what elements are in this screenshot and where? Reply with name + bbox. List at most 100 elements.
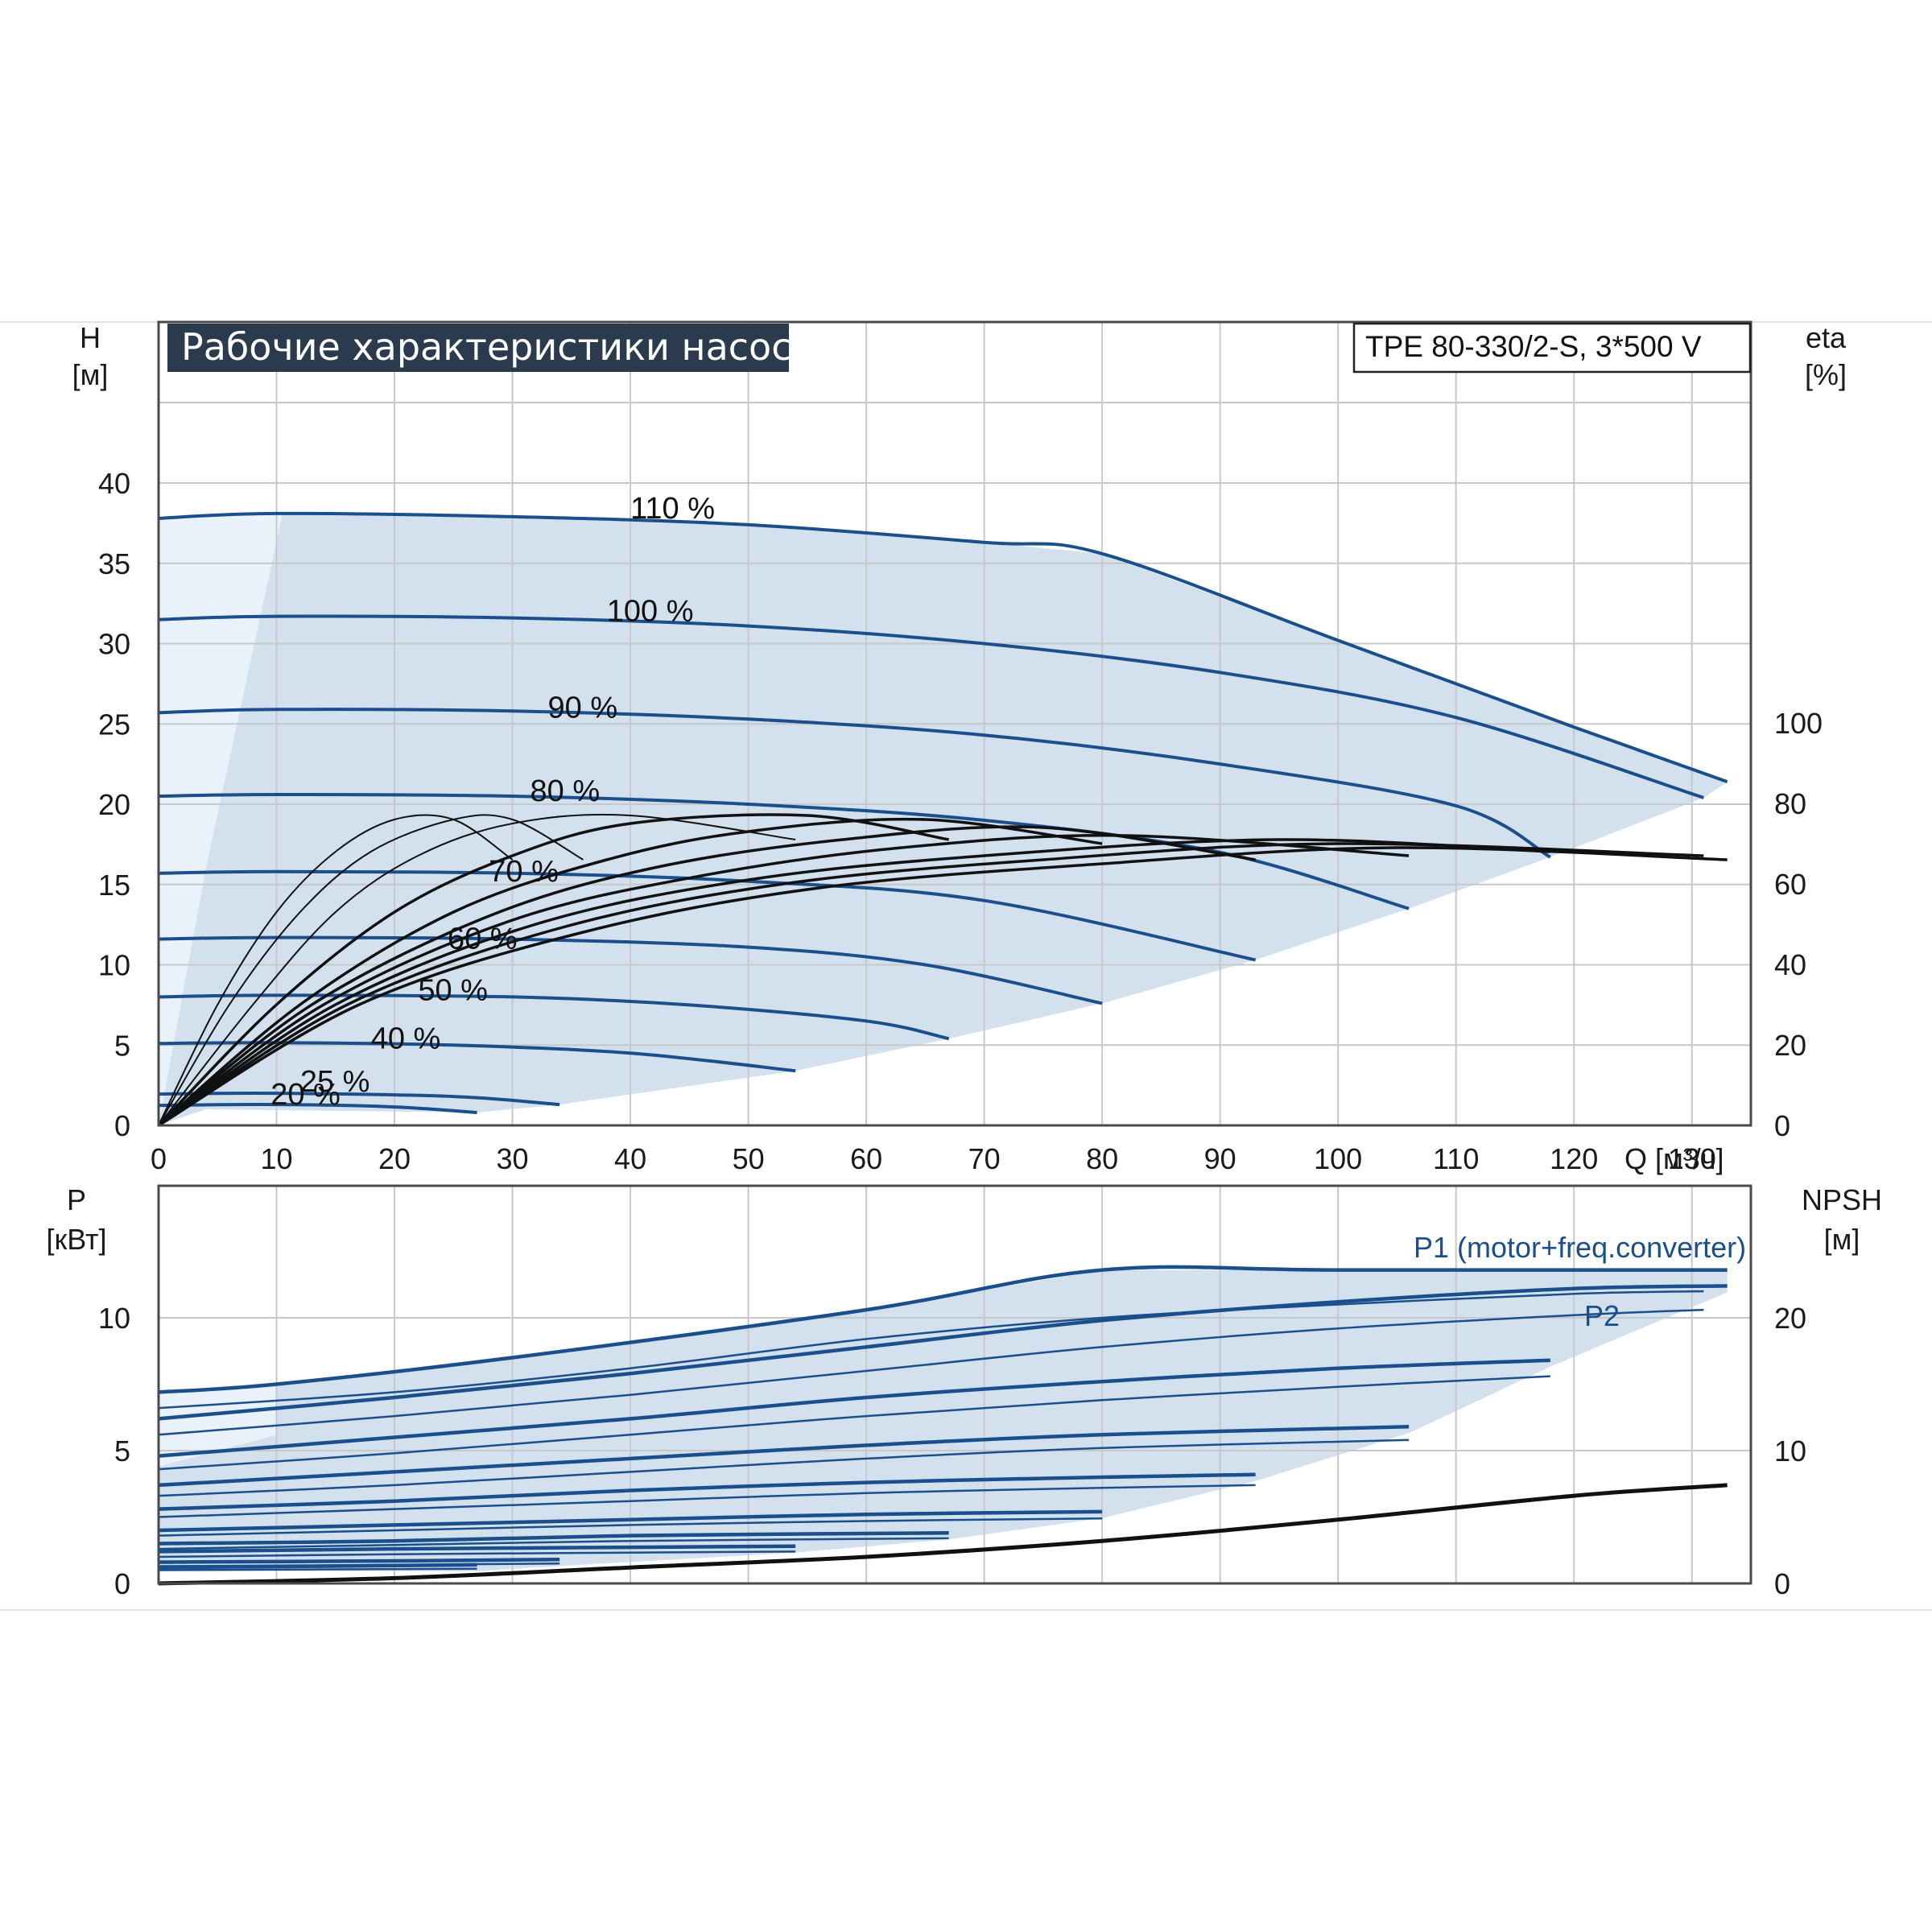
p2-curve-6 xyxy=(158,1537,949,1550)
y-right-tick-label: 0 xyxy=(1774,1109,1790,1142)
efficiency-curve-9 xyxy=(158,846,1728,1127)
head-curve-label: 110 % xyxy=(630,492,715,526)
p2-curve-7 xyxy=(158,1550,796,1558)
npsh-axis-unit: [м] xyxy=(1824,1223,1860,1256)
head-curve-4 xyxy=(158,869,1257,962)
x-axis-label: Q [м³/ч] xyxy=(1624,1142,1724,1175)
p2-curve-1 xyxy=(158,1308,1704,1436)
efficiency-curve-2 xyxy=(158,813,796,1126)
p2-curve-3 xyxy=(158,1439,1410,1497)
npsh-curve xyxy=(158,1483,1728,1586)
head-curve-label: 20 % xyxy=(270,1078,341,1112)
p1-curve-7 xyxy=(158,1544,796,1554)
efficiency-curve-8 xyxy=(158,842,1704,1127)
power-npsh-panel: 0 5 10 0 10 20 P [кВт] NPSH [м] P1 (motor+fr… xyxy=(46,1183,1882,1600)
y-right-tick-label: 20 xyxy=(1774,1029,1806,1062)
p-axis-label: P xyxy=(67,1183,86,1216)
npsh-axis-ticks: 0 10 20 xyxy=(1774,1302,1806,1600)
y-left-tick-label: 0 xyxy=(114,1109,130,1142)
y-left-tick-label: 35 xyxy=(98,547,130,580)
x-tick-label: 10 xyxy=(260,1142,292,1175)
x-tick-label: 130 xyxy=(1668,1142,1716,1175)
power-area xyxy=(159,1269,1728,1571)
p2-curve-2 xyxy=(158,1375,1550,1471)
npsh-tick-label: 0 xyxy=(1774,1567,1790,1600)
p1-curve-2 xyxy=(158,1358,1550,1458)
p1-curve-3 xyxy=(158,1425,1410,1488)
efficiency-curve-1 xyxy=(158,814,584,1126)
p1-curve-0 xyxy=(158,1265,1728,1394)
x-tick-label: 100 xyxy=(1314,1142,1362,1175)
head-curve-label: 40 % xyxy=(371,1022,441,1055)
x-tick-label: 110 xyxy=(1433,1142,1479,1175)
y-right-tick-label: 100 xyxy=(1774,707,1823,740)
x-tick-label: 40 xyxy=(614,1142,646,1175)
y-left-tick-label: 10 xyxy=(98,949,130,982)
efficiency-curve-3 xyxy=(157,813,949,1127)
head-curve-label: 80 % xyxy=(530,774,601,808)
p1-curve-5 xyxy=(158,1509,1103,1533)
bottom-grid xyxy=(159,1186,1751,1583)
head-curve-label: 90 % xyxy=(548,691,618,724)
head-curve-labels: 110 % 100 % 90 % 80 % 70 % 60 % 50 % 40 %25 %20… xyxy=(270,492,715,1112)
head-curve-label: 100 % xyxy=(607,595,694,629)
npsh-axis-label: NPSH xyxy=(1802,1183,1882,1216)
y-left-tick-label: 30 xyxy=(98,628,130,661)
x-tick-label: 0 xyxy=(151,1142,167,1175)
p1-curve-6 xyxy=(158,1531,949,1546)
x-axis-ticks: 0 10 20 30 40 50 60 70 80 90 100 110 120 130 xyxy=(151,1142,1716,1175)
y-left-ticks: 0 5 10 15 20 25 30 35 40 xyxy=(98,467,130,1142)
npsh-curve-line xyxy=(158,1483,1728,1586)
efficiency-curves xyxy=(157,813,1728,1127)
npsh-tick-label: 10 xyxy=(1774,1435,1806,1468)
npsh-tick-label: 20 xyxy=(1774,1302,1806,1335)
p2-legend-label: P2 xyxy=(1584,1299,1620,1332)
head-curve-5 xyxy=(158,935,1103,1005)
x-tick-label: 50 xyxy=(733,1142,765,1175)
model-box xyxy=(1352,322,1752,374)
p1-curves xyxy=(158,1265,1728,1570)
y-left-tick-label: 5 xyxy=(114,1029,130,1062)
y-left-tick-label: 25 xyxy=(98,708,130,741)
x-tick-label: 20 xyxy=(378,1142,411,1175)
p-axis-unit: [кВт] xyxy=(46,1223,106,1256)
p1-curve-4 xyxy=(158,1472,1256,1511)
head-curve-label: 25 % xyxy=(300,1065,370,1099)
x-tick-label: 60 xyxy=(850,1142,882,1175)
p2-curve-5 xyxy=(158,1517,1103,1537)
head-curve-label: 50 % xyxy=(418,973,488,1007)
x-tick-label: 30 xyxy=(497,1142,529,1175)
head-curve-label: 70 % xyxy=(489,855,559,889)
p1-curve-9 xyxy=(158,1563,477,1570)
efficiency-curve-6 xyxy=(157,834,1410,1127)
y-right-tick-label: 80 xyxy=(1774,787,1806,820)
head-curve-0 xyxy=(158,511,1728,783)
y-left-tick-label: 20 xyxy=(98,788,130,821)
y-right-ticks: 0 20 40 60 80 100 xyxy=(1774,707,1823,1142)
head-curve-6 xyxy=(158,993,950,1041)
head-efficiency-panel: 0 10 20 30 40 50 60 70 80 90 100 110 120 130 0 5 10 15 20… xyxy=(72,320,1847,1175)
top-grid xyxy=(159,322,1751,1125)
efficiency-curve-4 xyxy=(157,817,1103,1127)
y-left-tick-label: 15 xyxy=(98,869,130,902)
head-curve-label: 60 % xyxy=(448,923,518,956)
y-right-label: eta xyxy=(1806,321,1847,354)
p-tick-label: 5 xyxy=(114,1435,130,1468)
y-right-tick-label: 60 xyxy=(1774,868,1806,901)
x-tick-label: 120 xyxy=(1550,1142,1598,1175)
p1-legend-label: P1 (motor+freq.converter) xyxy=(1414,1231,1746,1264)
power-range-area xyxy=(159,1269,1728,1571)
p2-curve-9 xyxy=(158,1567,477,1571)
p1-curve-8 xyxy=(158,1558,560,1564)
top-plot-frame xyxy=(157,320,1752,1127)
bottom-plot-frame xyxy=(157,1184,1752,1585)
y-right-unit: [%] xyxy=(1805,358,1847,391)
p-tick-label: 10 xyxy=(98,1302,130,1335)
low-flow-region xyxy=(159,1384,277,1467)
model-label: TPE 80-330/2-S, 3*500 V xyxy=(1365,330,1702,363)
y-right-tick-label: 40 xyxy=(1774,948,1806,981)
title-box xyxy=(167,324,789,372)
p-axis-ticks: 0 5 10 xyxy=(98,1302,130,1600)
p1-curve-1 xyxy=(158,1284,1728,1421)
